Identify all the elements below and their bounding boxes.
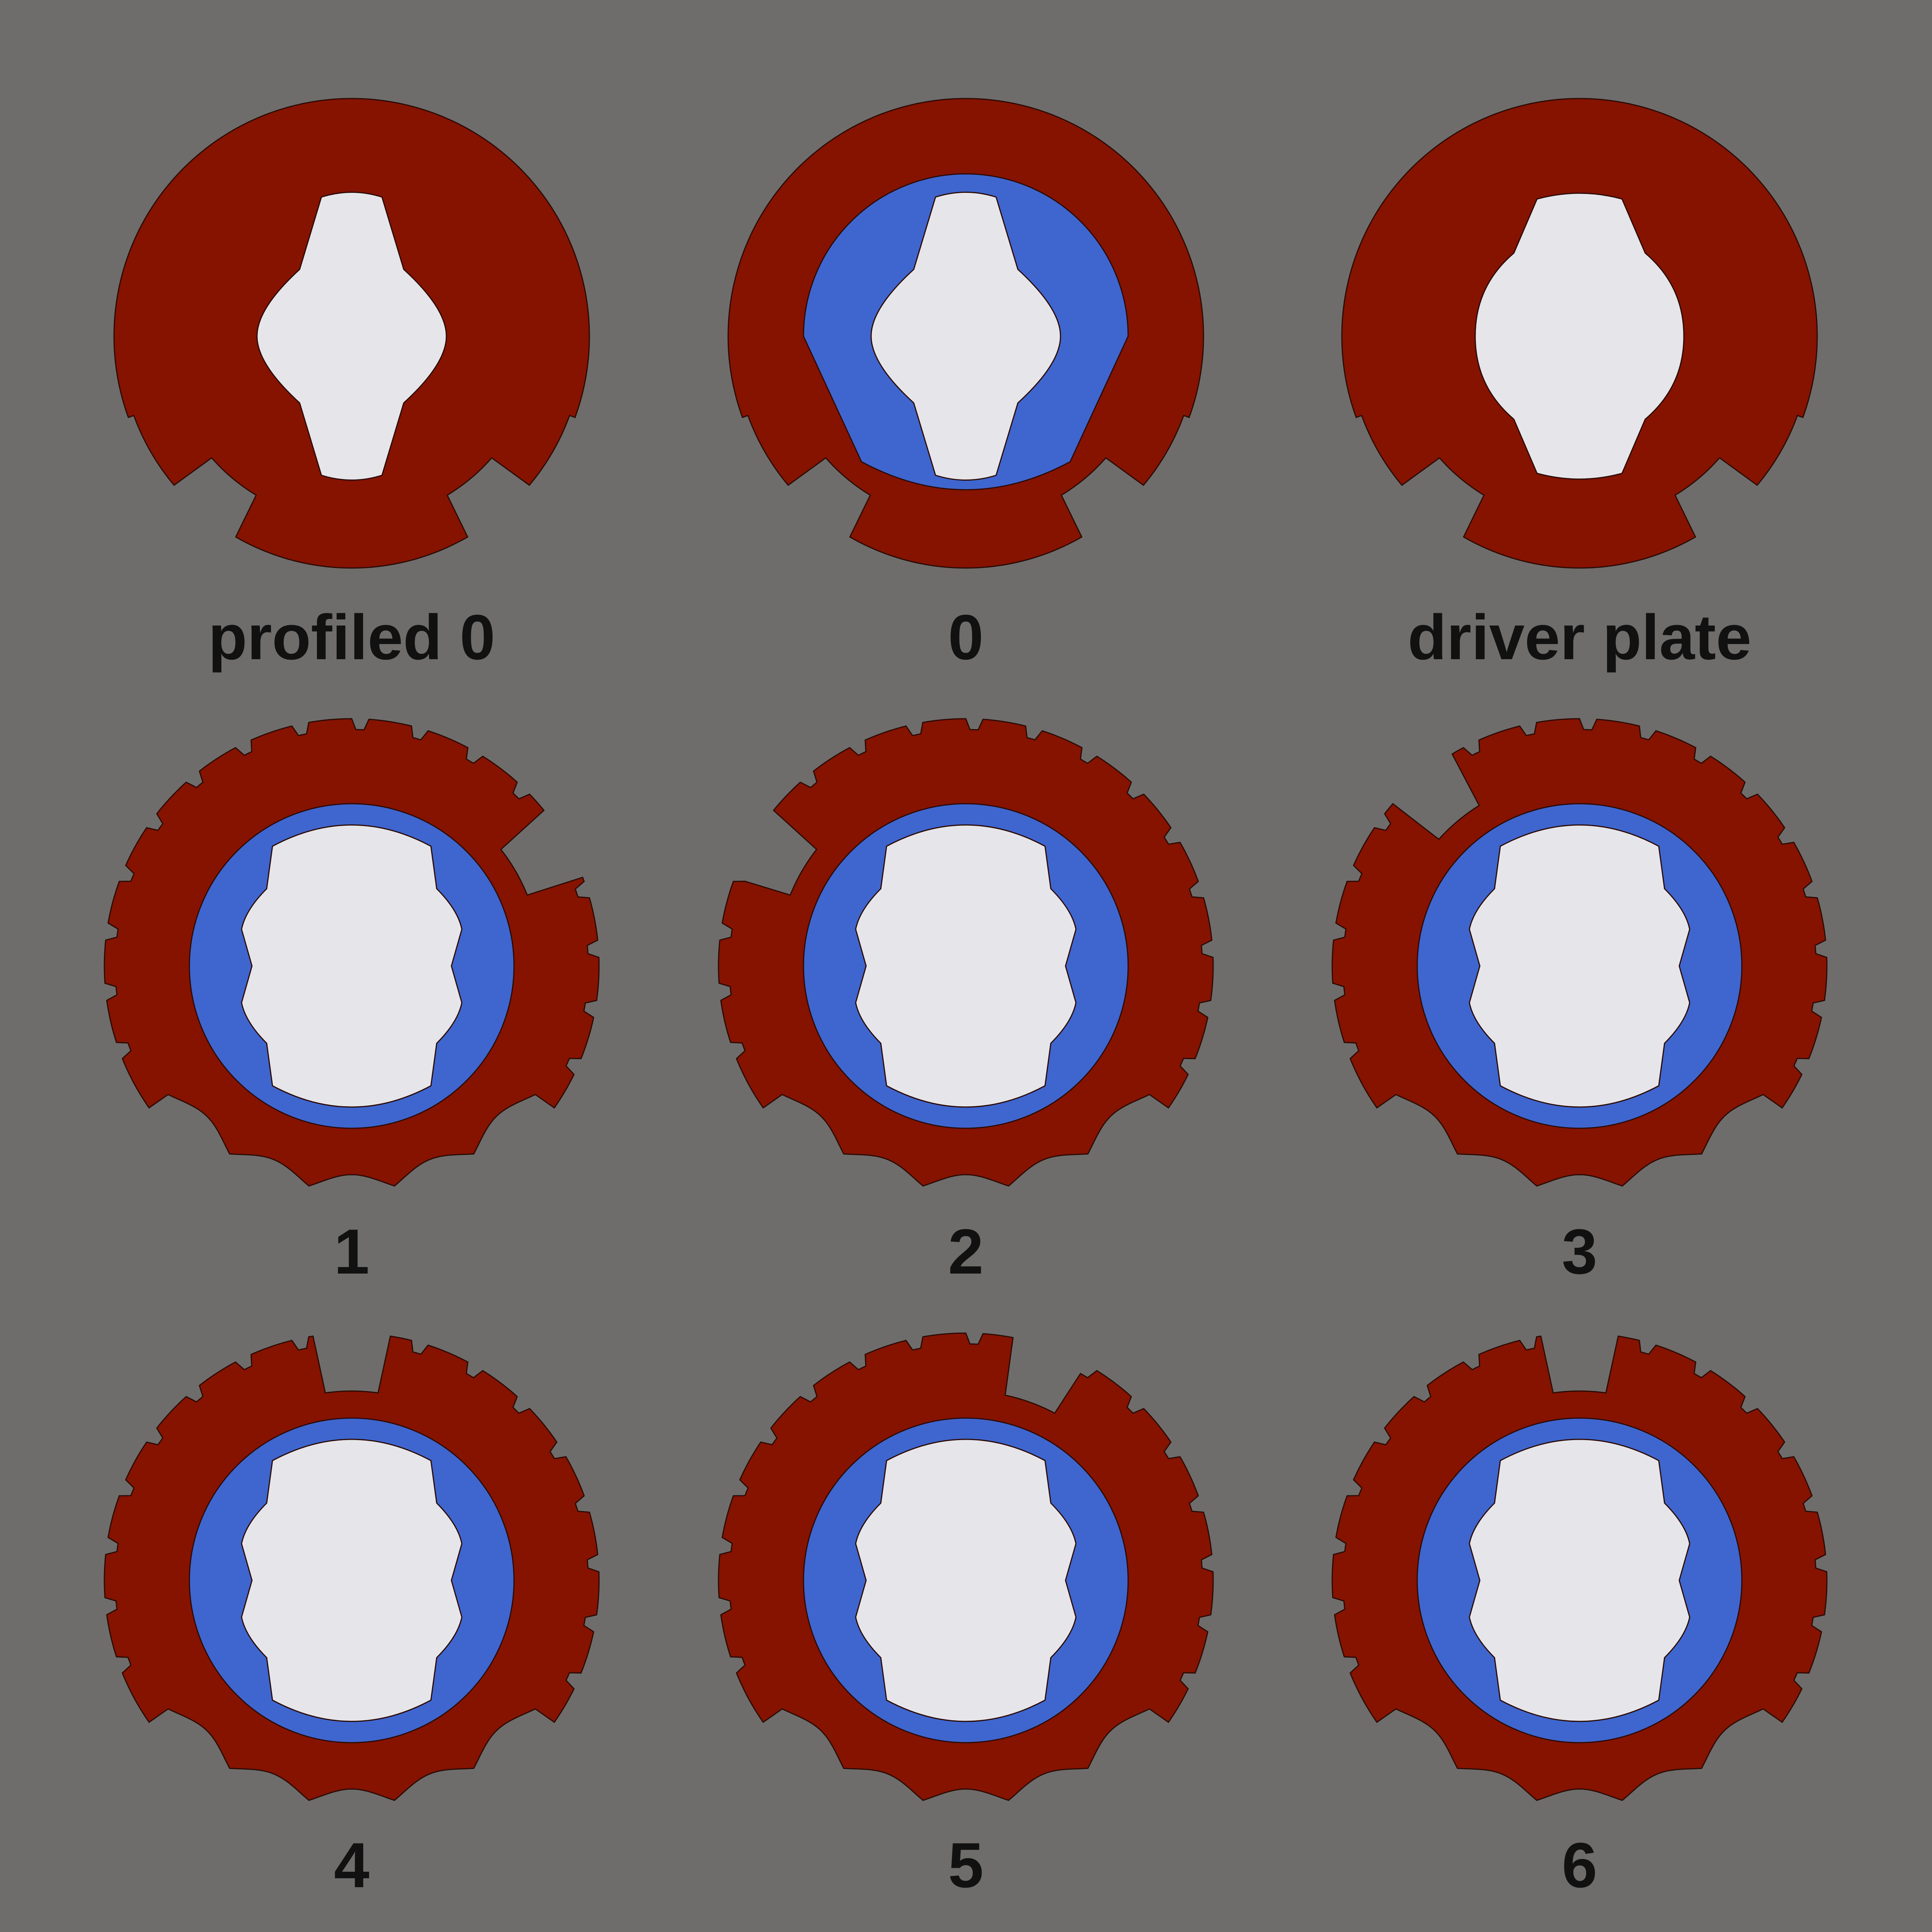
label-driver-plate: driver plate <box>1408 602 1752 673</box>
key-bore <box>1474 192 1685 480</box>
label-0: 0 <box>948 602 984 673</box>
plate-plate-2 <box>718 718 1214 1187</box>
label-5: 5 <box>948 1830 984 1901</box>
plate-plate-1 <box>104 718 600 1187</box>
plate-driver-plate <box>1341 98 1818 569</box>
key-bore <box>855 824 1077 1108</box>
label-2: 2 <box>948 1216 984 1287</box>
plate-plate-4 <box>104 1335 600 1801</box>
plate-profiled-0 <box>113 98 590 569</box>
label-6: 6 <box>1562 1830 1597 1901</box>
label-3: 3 <box>1562 1216 1597 1287</box>
label-4: 4 <box>334 1830 369 1901</box>
plate-plate-5 <box>718 1332 1214 1801</box>
key-bore <box>870 192 1061 481</box>
plates-layer <box>104 98 1828 1801</box>
key-bore <box>1469 824 1690 1108</box>
key-bore <box>241 1439 463 1722</box>
key-bore <box>855 1439 1077 1722</box>
label-1: 1 <box>334 1216 369 1287</box>
plate-plate-6 <box>1331 1335 1828 1801</box>
plate-plate-3 <box>1331 718 1828 1187</box>
label-profiled-0: profiled 0 <box>208 602 495 673</box>
plate-zero <box>727 98 1204 569</box>
key-bore <box>1469 1439 1690 1722</box>
labels-layer: profiled 0 0 driver plate 1 2 3 4 5 6 <box>208 602 1752 1901</box>
key-bore <box>256 192 447 481</box>
key-bore <box>241 824 463 1108</box>
